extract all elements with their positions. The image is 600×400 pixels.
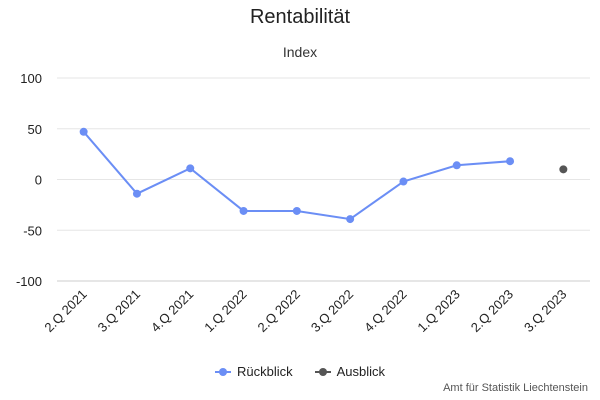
x-tick-label: 3.Q 2022 xyxy=(308,287,356,335)
x-tick-label: 1.Q 2022 xyxy=(201,287,249,335)
chart-title: Rentabilität xyxy=(249,6,351,28)
data-point xyxy=(292,206,301,215)
data-point xyxy=(346,215,355,224)
legend-marker-ausblick xyxy=(314,367,331,376)
data-point xyxy=(79,127,88,136)
x-tick-label: 2.Q 2022 xyxy=(255,287,303,335)
data-point xyxy=(132,189,141,198)
y-tick-label: -50 xyxy=(23,223,42,238)
legend-label-rueckblick: Rückblick xyxy=(236,364,293,379)
series-line-0 xyxy=(82,131,511,221)
legend-item-rueckblick[interactable]: Rückblick xyxy=(214,364,293,379)
credits: Amt für Statistik Liechtenstein xyxy=(443,382,588,394)
y-tick-label: 100 xyxy=(20,71,42,86)
x-tick-label: 4.Q 2021 xyxy=(148,287,196,335)
x-tick-label: 3.Q 2023 xyxy=(521,287,569,335)
data-point xyxy=(452,161,461,170)
data-point xyxy=(399,177,408,186)
legend-item-ausblick[interactable]: Ausblick xyxy=(314,364,386,379)
data-point xyxy=(559,165,568,174)
y-axis-title: Index xyxy=(282,44,318,60)
y-tick-label: 50 xyxy=(28,122,42,137)
data-point xyxy=(239,206,248,215)
y-tick-label: 0 xyxy=(35,173,42,188)
x-tick-label: 2.Q 2021 xyxy=(41,287,89,335)
data-point xyxy=(506,157,515,166)
x-tick-label: 3.Q 2021 xyxy=(95,287,143,335)
x-tick-label: 1.Q 2023 xyxy=(414,287,462,335)
x-tick-label: 4.Q 2022 xyxy=(361,287,409,335)
legend-label-ausblick: Ausblick xyxy=(336,364,386,379)
x-tick-label: 2.Q 2023 xyxy=(468,287,516,335)
data-point xyxy=(186,164,195,173)
legend: Rückblick Ausblick xyxy=(0,364,600,379)
y-tick-label: -100 xyxy=(16,274,42,289)
legend-marker-rueckblick xyxy=(214,367,231,376)
